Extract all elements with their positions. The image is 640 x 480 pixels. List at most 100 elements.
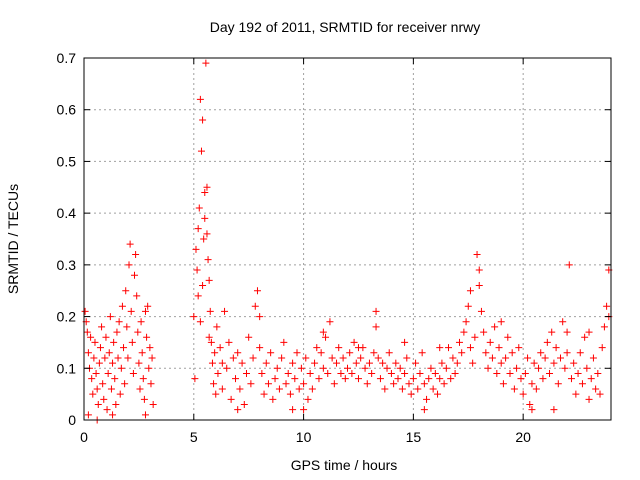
data-point — [385, 349, 393, 357]
data-point — [106, 313, 114, 321]
data-point — [436, 375, 444, 383]
data-point — [405, 380, 413, 388]
data-point — [88, 375, 96, 383]
data-point — [510, 385, 518, 393]
data-point — [214, 369, 222, 377]
data-point — [370, 349, 378, 357]
data-point — [256, 344, 264, 352]
data-point — [126, 240, 134, 248]
data-point — [583, 364, 591, 372]
data-point — [223, 364, 231, 372]
data-point — [211, 349, 219, 357]
data-point — [506, 369, 514, 377]
data-point — [394, 375, 402, 383]
data-point — [201, 214, 209, 222]
x-tick-label: 15 — [406, 429, 422, 445]
data-point — [341, 375, 349, 383]
data-point — [535, 364, 543, 372]
x-tick-label: 20 — [515, 429, 531, 445]
data-point — [115, 318, 123, 326]
data-point — [554, 380, 562, 388]
data-point — [236, 385, 244, 393]
data-point — [238, 359, 246, 367]
grid — [84, 58, 611, 420]
data-point — [192, 245, 200, 253]
data-point — [194, 292, 202, 300]
data-point — [354, 375, 362, 383]
data-point — [317, 349, 325, 357]
data-point — [556, 354, 564, 362]
data-point — [199, 116, 207, 124]
data-point — [280, 338, 288, 346]
data-point — [574, 369, 582, 377]
x-tick-label: 0 — [80, 429, 88, 445]
data-point — [469, 359, 477, 367]
data-point — [335, 344, 343, 352]
data-point — [253, 287, 261, 295]
y-tick-label: 0.1 — [57, 360, 77, 376]
data-point — [530, 359, 538, 367]
data-point — [372, 307, 380, 315]
data-point — [368, 369, 376, 377]
data-point — [212, 390, 220, 398]
data-point — [344, 364, 351, 372]
x-axis-ticks: 0 5 10 15 20 — [80, 58, 531, 445]
data-point — [565, 261, 573, 269]
data-point — [297, 364, 305, 372]
data-point — [513, 364, 521, 372]
data-point — [245, 333, 253, 341]
data-point — [295, 385, 303, 393]
data-point — [114, 354, 122, 362]
data-point — [196, 318, 204, 326]
data-point — [81, 307, 89, 315]
data-point — [451, 369, 459, 377]
data-point — [234, 406, 242, 414]
data-point — [570, 359, 578, 367]
data-point — [203, 230, 211, 238]
data-point — [464, 302, 472, 310]
data-point — [429, 385, 437, 393]
data-point — [242, 369, 250, 377]
data-point — [357, 354, 365, 362]
data-point — [471, 333, 479, 341]
data-point — [232, 375, 240, 383]
data-point — [576, 349, 584, 357]
data-point — [401, 338, 409, 346]
data-point — [84, 411, 92, 419]
data-point — [104, 369, 112, 377]
data-point — [337, 369, 345, 377]
data-point — [141, 307, 149, 315]
data-point — [203, 183, 211, 191]
data-point — [133, 292, 141, 300]
data-point — [407, 390, 415, 398]
data-point — [381, 385, 389, 393]
data-point — [493, 369, 501, 377]
data-point — [491, 323, 499, 331]
data-point — [140, 395, 148, 403]
data-point — [258, 369, 266, 377]
data-point — [200, 235, 208, 243]
data-point — [379, 359, 387, 367]
data-point — [581, 333, 589, 341]
plot-frame — [83, 57, 612, 421]
data-point — [207, 338, 215, 346]
data-point — [497, 359, 505, 367]
data-point — [449, 354, 457, 362]
data-point — [111, 375, 119, 383]
data-point — [122, 287, 130, 295]
data-point — [202, 59, 210, 67]
data-point — [592, 385, 600, 393]
x-axis-label: GPS time / hours — [291, 457, 398, 473]
data-point — [477, 307, 485, 315]
data-point — [416, 369, 424, 377]
data-point — [199, 282, 207, 290]
data-point — [190, 313, 198, 321]
data-point — [550, 359, 558, 367]
data-point — [206, 307, 214, 315]
x-tick-label: 5 — [190, 429, 198, 445]
y-tick-label: 0.6 — [57, 102, 77, 118]
y-tick-label: 0.5 — [57, 153, 77, 169]
data-point — [208, 359, 216, 367]
data-point — [596, 390, 604, 398]
